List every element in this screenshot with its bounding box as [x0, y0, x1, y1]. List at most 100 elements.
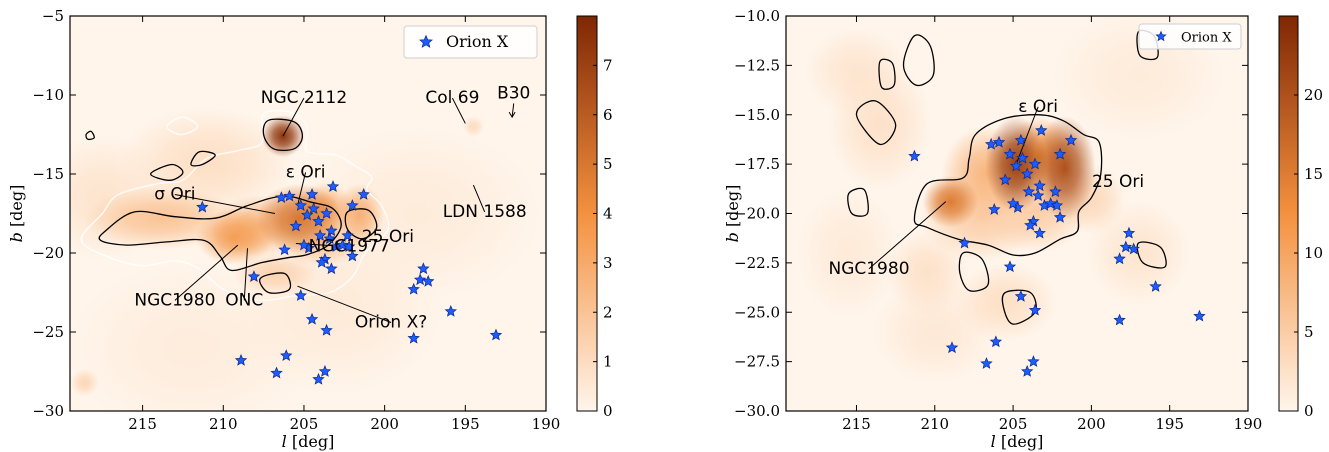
orion-x-star — [1053, 147, 1067, 160]
legend-label: Orion X — [446, 32, 509, 51]
orion-x-star — [958, 236, 971, 249]
orion-x-star — [1028, 157, 1042, 170]
orion-x-star — [305, 188, 319, 200]
orion-x-star — [301, 208, 314, 221]
orion-x-star — [1033, 226, 1046, 239]
x-tick-label: 210 — [920, 415, 949, 433]
contour-line — [1136, 241, 1167, 269]
orion-x-star — [1016, 151, 1029, 164]
orion-x-star — [326, 180, 340, 192]
contour-line — [902, 34, 935, 87]
x-tick-label: 195 — [451, 415, 480, 433]
orion-x-star — [1010, 159, 1023, 172]
orion-x-star — [407, 282, 420, 295]
density-blob — [922, 175, 979, 228]
colorbar-tick-label: 6 — [603, 106, 613, 124]
heatmap-field — [796, 16, 1225, 385]
orion-x-star — [407, 331, 420, 344]
orion-x-star — [1149, 280, 1162, 292]
x-tick-label: 190 — [532, 415, 561, 433]
annotation-label: 25 Ori — [362, 227, 414, 247]
orion-x-star — [196, 200, 209, 213]
orion-x-star — [307, 202, 320, 215]
orion-x-star — [283, 189, 296, 202]
orion-x-star — [346, 249, 359, 262]
orion-x-star — [999, 173, 1012, 186]
orion-x-star — [297, 238, 311, 251]
orion-x-star — [305, 312, 319, 325]
y-tick-label: −22.5 — [734, 254, 780, 272]
annotation-label: NGC1980 — [134, 290, 215, 310]
colorbar — [1278, 15, 1299, 412]
y-axis-label: b [deg] — [723, 185, 742, 243]
orion-x-star — [247, 270, 261, 282]
y-tick-label: −15 — [32, 165, 64, 183]
colorbar-tick-label: 20 — [1304, 86, 1323, 104]
orion-x-star — [313, 229, 327, 241]
orion-x-star — [278, 243, 291, 256]
orion-x-star — [325, 224, 338, 237]
annotation-label: σ Ori — [154, 185, 195, 205]
y-tick-label: −17.5 — [734, 155, 780, 173]
orion-x-star — [980, 357, 993, 369]
y-tick-label: −5 — [42, 7, 64, 25]
x-axis-label: l [deg] — [991, 432, 1044, 451]
orion-x-star — [294, 289, 307, 301]
contour-line — [958, 251, 990, 292]
orion-x-star — [908, 149, 921, 162]
orion-x-star — [1064, 133, 1078, 146]
legend-box — [403, 25, 538, 59]
orion-x-star — [1028, 303, 1042, 316]
y-tick-label: −10 — [32, 86, 64, 104]
heatmap-field — [70, 97, 542, 411]
density-blob — [953, 263, 1057, 342]
orion-x-star — [1024, 218, 1037, 231]
orion-x-star — [323, 232, 336, 245]
colorbar-tick-label: 1 — [603, 353, 613, 371]
contour-line — [259, 272, 292, 294]
contour-line — [85, 130, 95, 141]
x-tick-label: 195 — [1155, 415, 1184, 433]
x-tick-label: 210 — [209, 415, 238, 433]
density-blob — [1033, 115, 1096, 221]
orion-x-star — [1027, 355, 1040, 367]
annotation-label: ONC — [225, 290, 263, 310]
density-blob — [796, 187, 901, 319]
annotation-leader — [174, 244, 239, 301]
y-tick-label: −30.0 — [734, 402, 780, 420]
annotation-label: NGC1980 — [828, 259, 909, 279]
legend-box — [1138, 23, 1242, 50]
orion-x-star — [1014, 133, 1028, 146]
colorbar-tick-label: 2 — [603, 303, 613, 321]
colorbar-tick-label: 15 — [1304, 165, 1323, 183]
annotation-label: Col 69 — [425, 88, 479, 108]
orion-x-star — [989, 335, 1003, 348]
colorbar-tick-label: 0 — [1304, 402, 1314, 420]
legend-star-icon — [1155, 30, 1167, 42]
x-tick-label: 200 — [370, 415, 399, 433]
annotation-leader — [282, 97, 305, 137]
contour-line — [98, 195, 342, 272]
panel-left: NGC 2112 Col 69 B30 ε Ori σ Ori 25 Ori LDN 158… — [7, 7, 613, 451]
annotation-label: LDN 1588 — [443, 202, 527, 222]
annotation-label: ε Ori — [1018, 97, 1058, 117]
orion-x-star — [270, 366, 283, 379]
density-blob — [70, 368, 99, 397]
colorbar-tick-label: 10 — [1304, 244, 1323, 262]
contour-line — [1001, 289, 1037, 325]
x-tick-label: 215 — [128, 415, 157, 433]
orion-x-star — [444, 304, 457, 317]
orion-x-star — [280, 349, 293, 361]
orion-x-star — [1031, 189, 1045, 201]
contour-line — [855, 100, 897, 146]
orion-x-star — [318, 364, 332, 377]
contour-line — [913, 114, 1103, 257]
orion-x-star — [346, 199, 359, 211]
colorbar-tick-label: 5 — [1304, 323, 1314, 341]
density-blob — [462, 116, 485, 138]
contour-line — [847, 187, 869, 217]
orion-x-star — [336, 238, 349, 251]
orion-x-star — [984, 137, 998, 150]
